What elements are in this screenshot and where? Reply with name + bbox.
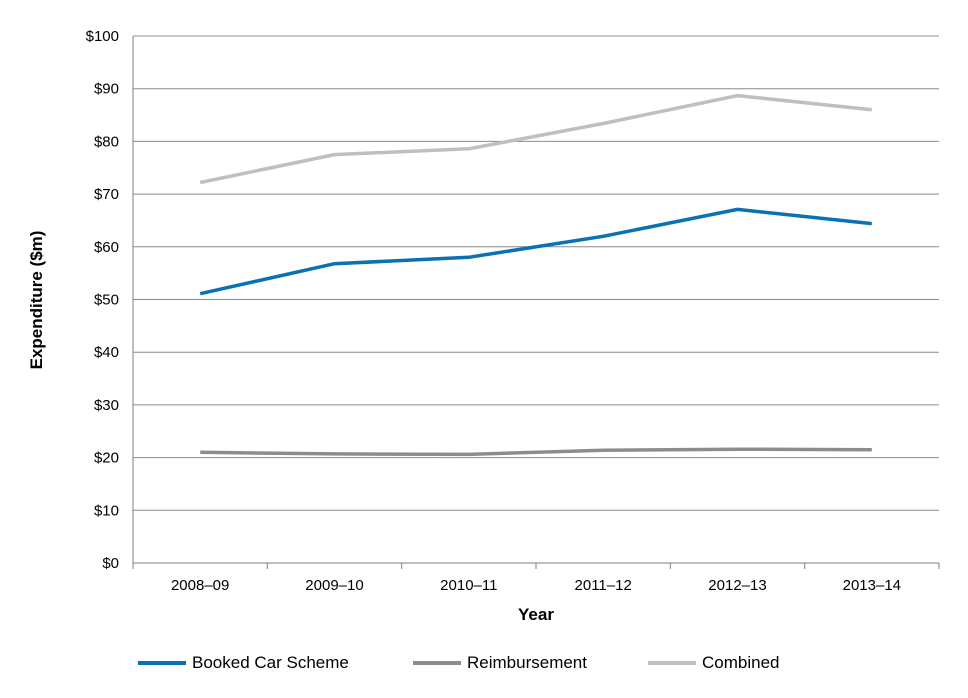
legend: Booked Car Scheme Reimbursement Combined [0,648,968,678]
gridlines [132,35,939,564]
legend-label-combined: Combined [702,653,780,672]
y-tick-label: $40 [94,344,119,361]
y-tick-label: $20 [94,450,119,467]
y-axis-title: Expenditure ($m) [27,231,46,370]
x-tick-label: 2012–13 [708,577,766,594]
y-tick-label: $80 [94,133,119,150]
y-tick-label: $10 [94,502,119,519]
x-tick-label: 2010–11 [440,577,497,594]
legend-item-combined: Combined [648,648,780,678]
series-line-combined [199,93,872,185]
series-lines [199,93,872,457]
legend-swatch-reimbursement [413,661,461,665]
x-axis-ticks: 2008–09 2009–10 2010–11 2011–12 2012–13 2013–… [132,563,940,594]
x-axis-title: Year [518,605,554,624]
y-axis-ticks: $0 $10 $20 $30 $40 $50 $60 $70 $80 $90 $100 [86,28,119,572]
legend-label-reimbursement: Reimbursement [467,653,587,672]
y-tick-label: $100 [86,28,119,45]
legend-item-reimbursement: Reimbursement [413,648,587,678]
series-line-booked-car-scheme [199,207,872,296]
y-tick-label: $30 [94,397,119,414]
y-tick-label: $70 [94,186,119,203]
x-tick-label: 2013–14 [843,577,901,594]
x-tick-label: 2011–12 [575,577,632,594]
series-line-reimbursement [200,447,872,457]
legend-swatch-combined [648,661,696,665]
legend-swatch-booked-car-scheme [138,661,186,665]
legend-item-booked-car-scheme: Booked Car Scheme [138,648,349,678]
x-tick-label: 2009–10 [305,577,363,594]
y-tick-label: $90 [94,81,119,98]
y-tick-label: $60 [94,239,119,256]
y-tick-label: $50 [94,292,119,309]
line-chart: $0 $10 $20 $30 $40 $50 $60 $70 $80 $90 $100 2008–0… [27,28,940,624]
x-tick-label: 2008–09 [171,577,229,594]
legend-label-booked-car-scheme: Booked Car Scheme [192,653,349,672]
y-tick-label: $0 [102,555,119,572]
